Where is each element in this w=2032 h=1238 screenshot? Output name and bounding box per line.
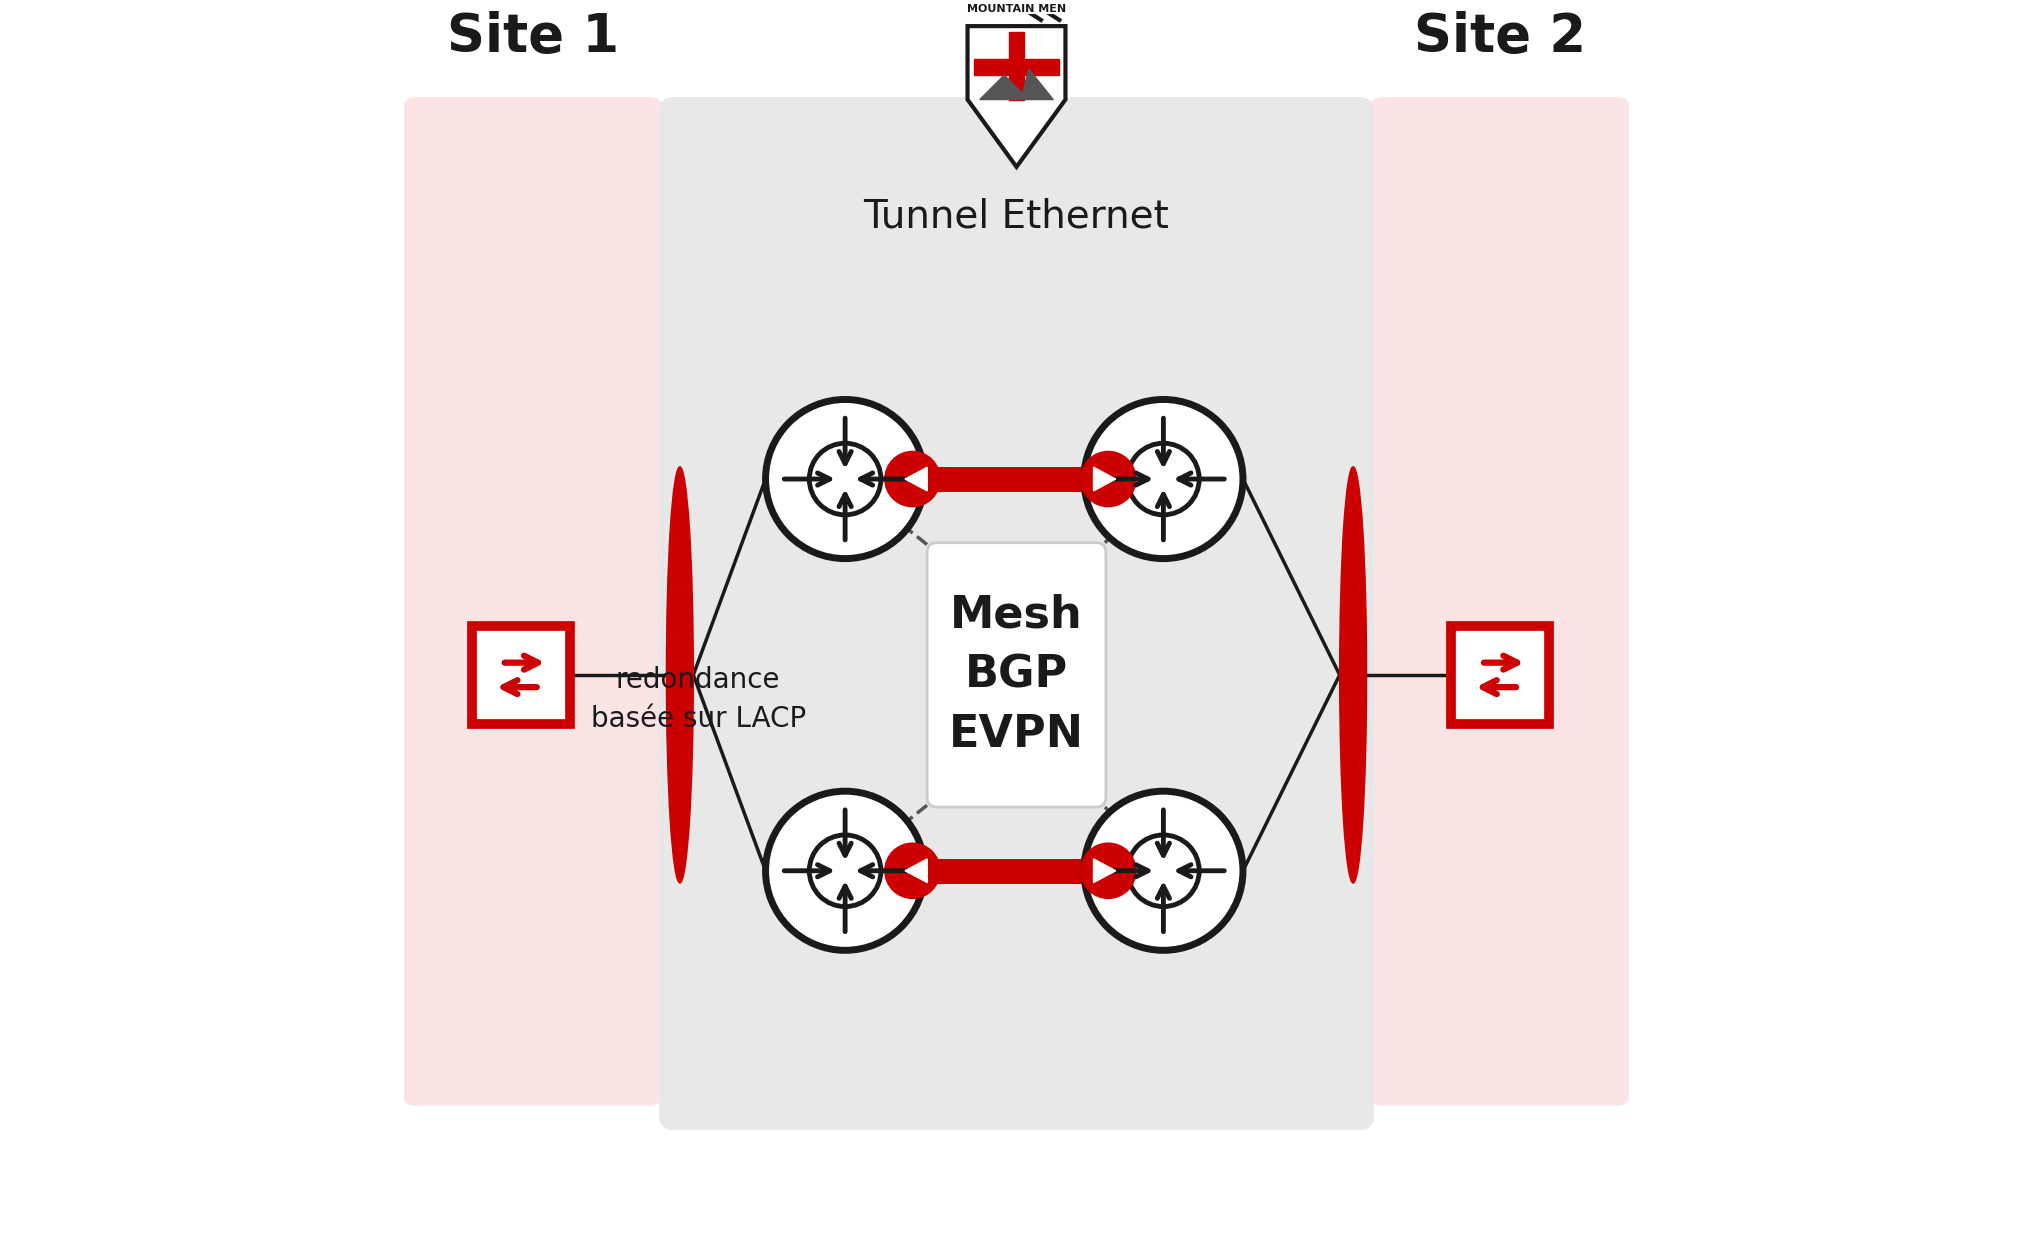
Circle shape xyxy=(1081,452,1134,506)
Text: Site 1: Site 1 xyxy=(447,11,618,63)
Ellipse shape xyxy=(1339,467,1366,883)
Circle shape xyxy=(1128,443,1199,515)
Polygon shape xyxy=(1093,859,1116,883)
Polygon shape xyxy=(979,69,1053,99)
FancyBboxPatch shape xyxy=(927,542,1105,807)
Circle shape xyxy=(886,452,939,506)
Circle shape xyxy=(1081,844,1134,898)
Polygon shape xyxy=(904,859,927,883)
Polygon shape xyxy=(967,26,1065,167)
Polygon shape xyxy=(904,467,927,491)
Text: redondance
basée sur LACP: redondance basée sur LACP xyxy=(591,666,805,733)
FancyBboxPatch shape xyxy=(1368,97,1630,1106)
Text: Mesh
BGP
EVPN: Mesh BGP EVPN xyxy=(949,593,1083,756)
Circle shape xyxy=(1128,834,1199,906)
Text: Tunnel Ethernet: Tunnel Ethernet xyxy=(864,198,1168,235)
Text: Site 2: Site 2 xyxy=(1414,11,1585,63)
FancyBboxPatch shape xyxy=(658,97,1374,1130)
Circle shape xyxy=(766,400,925,558)
FancyBboxPatch shape xyxy=(1451,626,1548,724)
FancyBboxPatch shape xyxy=(402,97,664,1106)
Circle shape xyxy=(1083,791,1242,951)
Circle shape xyxy=(886,844,939,898)
FancyBboxPatch shape xyxy=(471,626,569,724)
Circle shape xyxy=(1083,400,1242,558)
Polygon shape xyxy=(1093,467,1116,491)
Text: MOUNTAIN MEN: MOUNTAIN MEN xyxy=(967,4,1065,14)
Circle shape xyxy=(809,443,880,515)
Circle shape xyxy=(809,834,880,906)
Circle shape xyxy=(766,791,925,951)
Ellipse shape xyxy=(666,467,693,883)
